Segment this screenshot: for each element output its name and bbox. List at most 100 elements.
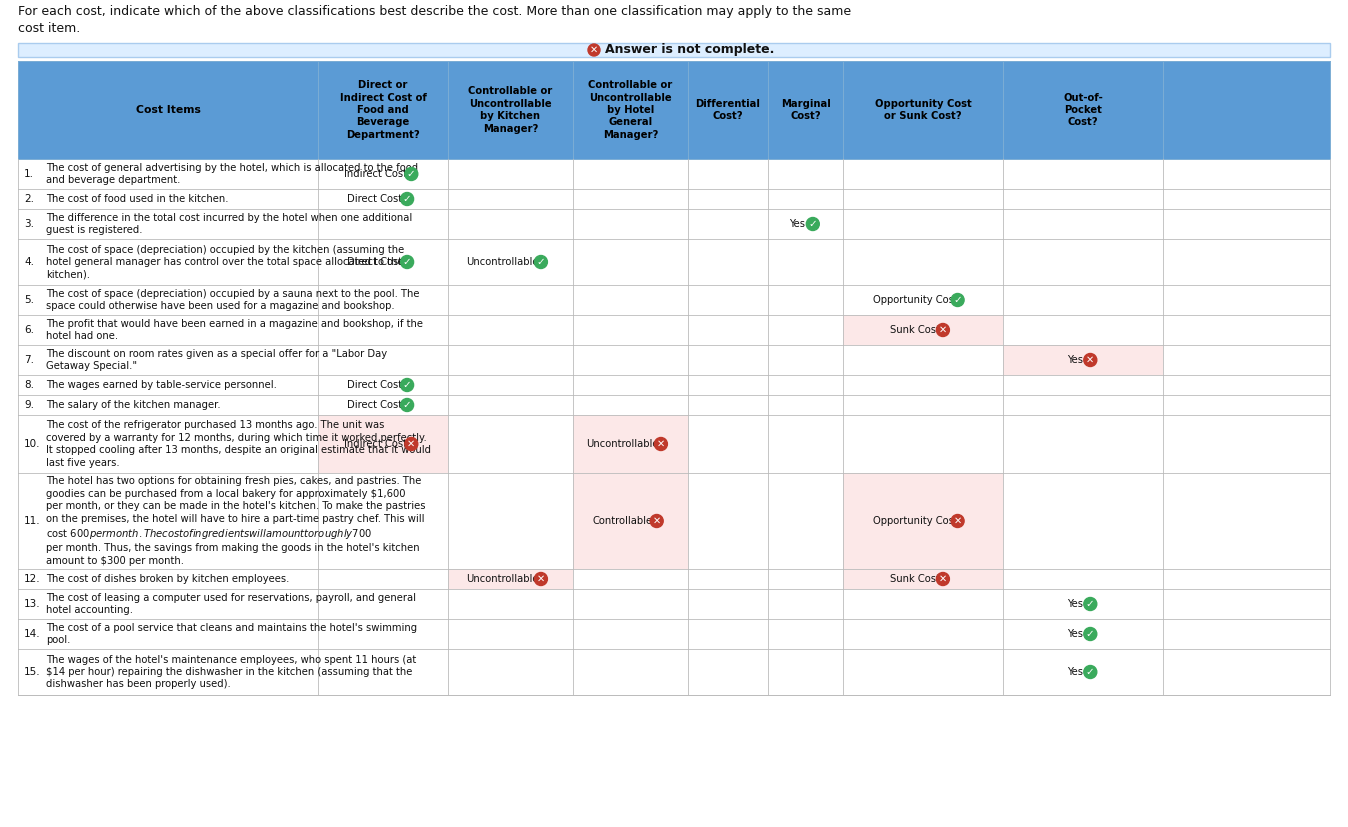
Text: The wages of the hotel's maintenance employees, who spent 11 hours (at
$14 per h: The wages of the hotel's maintenance emp… (46, 655, 417, 690)
FancyBboxPatch shape (18, 315, 1330, 345)
Text: Direct Cost: Direct Cost (348, 380, 403, 390)
Circle shape (1084, 353, 1097, 366)
FancyBboxPatch shape (18, 473, 1330, 569)
Text: Yes: Yes (1068, 599, 1082, 609)
Text: The cost of general advertising by the hotel, which is allocated to the food
and: The cost of general advertising by the h… (46, 163, 418, 185)
FancyBboxPatch shape (1003, 345, 1163, 375)
Circle shape (1084, 628, 1097, 640)
Text: Uncontrollable: Uncontrollable (466, 574, 539, 584)
Circle shape (534, 572, 547, 586)
FancyBboxPatch shape (18, 43, 1330, 57)
Text: ✕: ✕ (652, 516, 661, 526)
FancyBboxPatch shape (18, 375, 1330, 395)
FancyBboxPatch shape (18, 619, 1330, 649)
Text: The cost of leasing a computer used for reservations, payroll, and general
hotel: The cost of leasing a computer used for … (46, 593, 417, 615)
Circle shape (937, 572, 949, 586)
Circle shape (650, 514, 663, 528)
Text: Indirect Cost: Indirect Cost (344, 169, 407, 179)
Text: 1.: 1. (24, 169, 34, 179)
FancyBboxPatch shape (842, 569, 1003, 589)
FancyBboxPatch shape (448, 569, 573, 589)
Text: Direct Cost: Direct Cost (348, 400, 403, 410)
Text: Differential
Cost?: Differential Cost? (696, 98, 760, 122)
Text: 11.: 11. (24, 516, 40, 526)
FancyBboxPatch shape (18, 189, 1330, 209)
Text: ✓: ✓ (403, 400, 411, 410)
Text: The difference in the total cost incurred by the hotel when one additional
guest: The difference in the total cost incurre… (46, 213, 412, 235)
Text: Opportunity Cost: Opportunity Cost (872, 295, 957, 305)
Circle shape (534, 256, 547, 269)
Circle shape (1084, 597, 1097, 610)
Text: 4.: 4. (24, 257, 34, 267)
Circle shape (400, 379, 414, 391)
Text: Out-of-
Pocket
Cost?: Out-of- Pocket Cost? (1064, 93, 1103, 127)
Text: 6.: 6. (24, 325, 34, 335)
Text: Controllable or
Uncontrollable
by Hotel
General
Manager?: Controllable or Uncontrollable by Hotel … (588, 80, 673, 140)
Text: Direct or
Indirect Cost of
Food and
Beverage
Department?: Direct or Indirect Cost of Food and Beve… (340, 80, 426, 140)
FancyBboxPatch shape (842, 473, 1003, 569)
Text: The discount on room rates given as a special offer for a "Labor Day
Getaway Spe: The discount on room rates given as a sp… (46, 349, 387, 371)
Text: 13.: 13. (24, 599, 40, 609)
Text: ✕: ✕ (938, 325, 946, 335)
FancyBboxPatch shape (842, 315, 1003, 345)
Text: The cost of food used in the kitchen.: The cost of food used in the kitchen. (46, 194, 229, 204)
Text: Indirect Cost: Indirect Cost (344, 439, 407, 449)
Text: Controllable: Controllable (592, 516, 652, 526)
Text: Sunk Cost: Sunk Cost (890, 325, 940, 335)
FancyBboxPatch shape (573, 473, 687, 569)
Text: Uncontrollable: Uncontrollable (466, 257, 539, 267)
Text: ✓: ✓ (809, 219, 817, 229)
Text: Opportunity Cost
or Sunk Cost?: Opportunity Cost or Sunk Cost? (875, 98, 972, 122)
Text: 15.: 15. (24, 667, 40, 677)
Text: The cost of a pool service that cleans and maintains the hotel's swimming
pool.: The cost of a pool service that cleans a… (46, 623, 417, 645)
Circle shape (1084, 666, 1097, 678)
Text: For each cost, indicate which of the above classifications best describe the cos: For each cost, indicate which of the abo… (18, 5, 851, 35)
Text: Uncontrollable: Uncontrollable (586, 439, 659, 449)
FancyBboxPatch shape (18, 345, 1330, 375)
Text: 10.: 10. (24, 439, 40, 449)
Text: Yes: Yes (790, 219, 806, 229)
Text: ✓: ✓ (1086, 599, 1095, 609)
Text: Cost Items: Cost Items (136, 105, 201, 115)
Text: ✓: ✓ (1086, 629, 1095, 639)
Circle shape (654, 437, 667, 451)
Text: ✕: ✕ (407, 439, 415, 449)
Text: 7.: 7. (24, 355, 34, 365)
FancyBboxPatch shape (18, 61, 1330, 159)
Text: Answer is not complete.: Answer is not complete. (605, 44, 774, 56)
FancyBboxPatch shape (18, 285, 1330, 315)
Circle shape (404, 437, 418, 451)
FancyBboxPatch shape (573, 415, 687, 473)
Text: Direct Cost: Direct Cost (348, 257, 403, 267)
Text: ✓: ✓ (403, 194, 411, 204)
Circle shape (952, 514, 964, 528)
Circle shape (937, 323, 949, 337)
Text: ✓: ✓ (403, 380, 411, 390)
Text: The wages earned by table-service personnel.: The wages earned by table-service person… (46, 380, 276, 390)
Text: 5.: 5. (24, 295, 34, 305)
Text: Controllable or
Uncontrollable
by Kitchen
Manager?: Controllable or Uncontrollable by Kitche… (468, 86, 553, 134)
Text: 8.: 8. (24, 380, 34, 390)
FancyBboxPatch shape (18, 569, 1330, 589)
Text: ✕: ✕ (1086, 355, 1095, 365)
Text: The cost of the refrigerator purchased 13 months ago. The unit was
covered by a : The cost of the refrigerator purchased 1… (46, 420, 431, 467)
Text: Yes: Yes (1068, 629, 1082, 639)
Text: The profit that would have been earned in a magazine and bookshop, if the
hotel : The profit that would have been earned i… (46, 318, 423, 342)
Circle shape (400, 193, 414, 205)
Text: The salary of the kitchen manager.: The salary of the kitchen manager. (46, 400, 221, 410)
Text: 14.: 14. (24, 629, 40, 639)
Text: ✕: ✕ (590, 45, 599, 55)
Text: Opportunity Cost: Opportunity Cost (872, 516, 957, 526)
Text: ✓: ✓ (1086, 667, 1095, 677)
Text: 12.: 12. (24, 574, 40, 584)
Text: 3.: 3. (24, 219, 34, 229)
Circle shape (404, 168, 418, 180)
Text: ✓: ✓ (953, 295, 962, 305)
Text: ✓: ✓ (403, 257, 411, 267)
FancyBboxPatch shape (18, 239, 1330, 285)
Text: Yes: Yes (1068, 667, 1082, 677)
Circle shape (806, 218, 820, 231)
Circle shape (400, 399, 414, 412)
Text: The hotel has two options for obtaining fresh pies, cakes, and pastries. The
goo: The hotel has two options for obtaining … (46, 476, 426, 566)
FancyBboxPatch shape (18, 649, 1330, 695)
